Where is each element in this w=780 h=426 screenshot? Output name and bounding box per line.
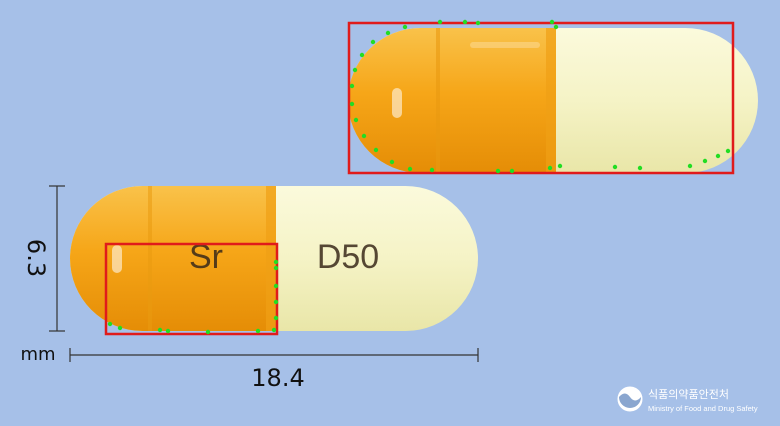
detection-box-bottom <box>104 242 279 336</box>
capsule-top-view <box>348 28 758 173</box>
mfds-emblem-icon <box>617 386 643 412</box>
logo-english-text: Ministry of Food and Drug Safety <box>648 404 758 413</box>
imprint-right-text: D50 <box>317 238 379 276</box>
height-value-label: 6.3 <box>22 239 50 277</box>
edge-points-bottom <box>107 259 279 335</box>
unit-label: mm <box>20 344 55 365</box>
detection-box-top <box>347 21 735 175</box>
length-dimension <box>69 348 479 362</box>
capsule-bottom-view <box>70 186 478 331</box>
edge-points-top <box>349 19 731 174</box>
logo-korean-text: 식품의약품안전처 <box>648 387 729 401</box>
length-value-label: 18.4 <box>251 364 304 392</box>
height-dimension <box>49 185 65 332</box>
